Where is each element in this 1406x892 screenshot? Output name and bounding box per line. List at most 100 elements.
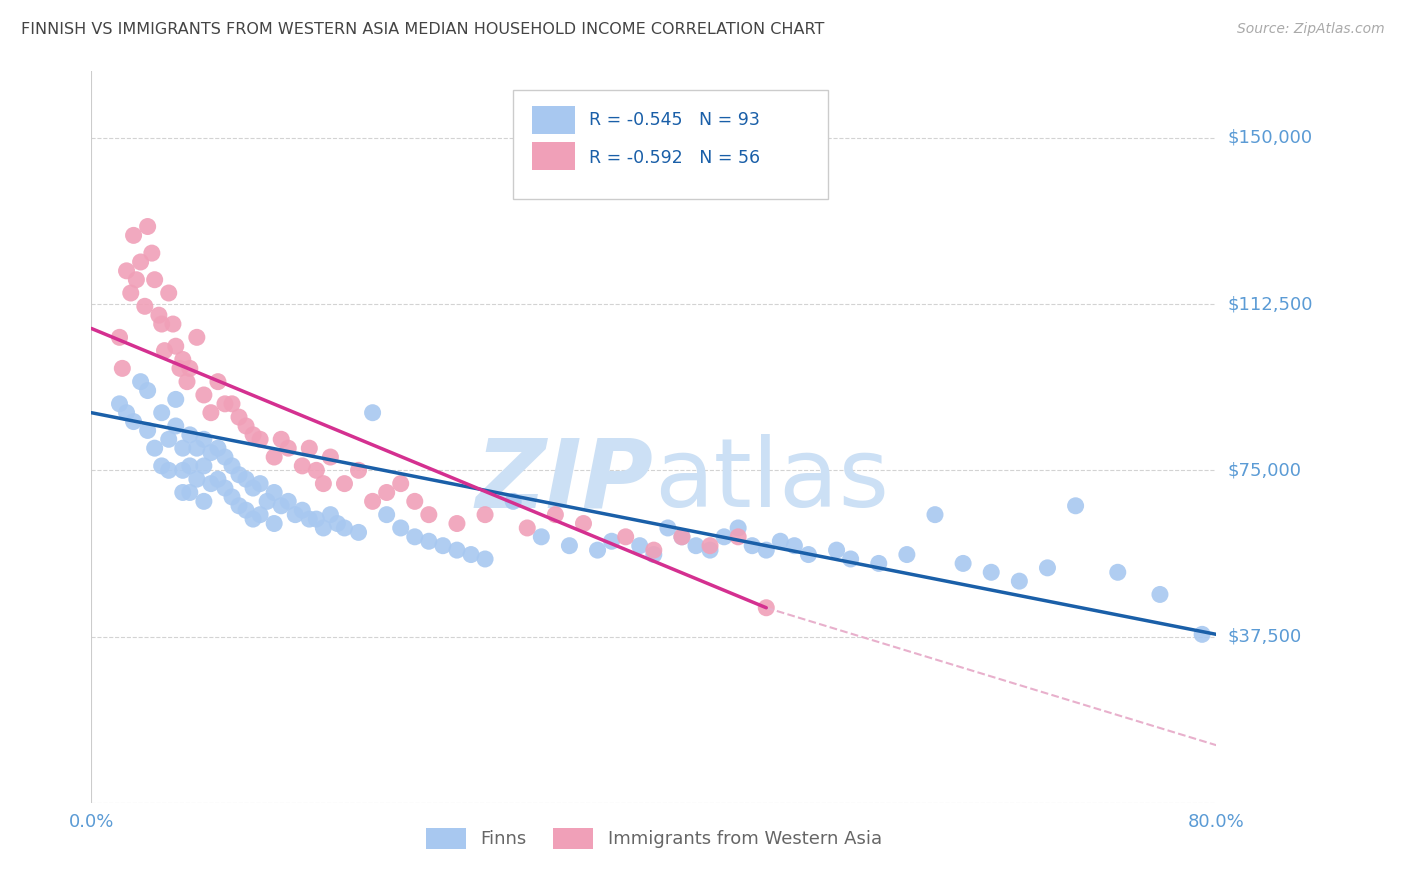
Point [256,494,278,508]
Point [326,516,349,531]
Text: $75,000: $75,000 [1227,461,1302,479]
Point [249,508,271,522]
Point [432,539,454,553]
Point [263,450,285,464]
Point [270,432,292,446]
Point [157,285,180,300]
Point [1008,574,1031,589]
Point [108,330,131,344]
Point [134,299,156,313]
Point [404,530,426,544]
Point [1107,566,1129,580]
Point [214,397,236,411]
Point [176,375,198,389]
Text: $112,500: $112,500 [1227,295,1313,313]
Point [207,441,229,455]
Point [214,450,236,464]
Text: $150,000: $150,000 [1227,128,1312,147]
Point [657,521,679,535]
Point [727,521,749,535]
Point [242,481,264,495]
Point [839,552,862,566]
Point [361,406,384,420]
Point [221,397,243,411]
Point [305,512,328,526]
Point [460,548,482,562]
Point [685,539,707,553]
Point [193,494,215,508]
Point [312,476,335,491]
Legend: Finns, Immigrants from Western Asia: Finns, Immigrants from Western Asia [419,821,889,856]
Point [150,317,173,331]
Point [291,458,314,473]
Point [186,330,208,344]
Point [150,406,173,420]
Point [643,543,665,558]
Point [980,566,1002,580]
Point [755,600,778,615]
Point [221,490,243,504]
Text: $37,500: $37,500 [1227,628,1302,646]
Point [474,552,496,566]
Point [179,428,201,442]
Text: ZIP: ZIP [475,434,654,527]
Point [235,503,257,517]
Text: FINNISH VS IMMIGRANTS FROM WESTERN ASIA MEDIAN HOUSEHOLD INCOME CORRELATION CHAR: FINNISH VS IMMIGRANTS FROM WESTERN ASIA … [21,22,824,37]
Point [671,530,693,544]
Point [120,285,142,300]
Point [1149,587,1171,601]
Point [446,543,468,558]
Point [200,476,222,491]
Point [446,516,468,531]
Point [136,384,159,398]
Point [157,432,180,446]
Point [153,343,176,358]
Point [228,499,250,513]
Point [952,557,974,571]
FancyBboxPatch shape [513,90,828,200]
Point [143,441,166,455]
Point [516,521,538,535]
Point [172,352,194,367]
Point [193,458,215,473]
Point [249,432,271,446]
Point [172,485,194,500]
Point [333,521,356,535]
Point [312,521,335,535]
Point [825,543,848,558]
Point [125,273,148,287]
Text: atlas: atlas [654,434,889,527]
Point [193,432,215,446]
Point [108,397,131,411]
Point [572,516,595,531]
Point [319,508,342,522]
Point [375,485,398,500]
Point [129,375,152,389]
Point [298,441,321,455]
Point [136,219,159,234]
Point [797,548,820,562]
Point [298,512,321,526]
Point [699,539,721,553]
Point [614,530,637,544]
Point [165,339,187,353]
Point [628,539,651,553]
Point [783,539,806,553]
Point [111,361,134,376]
Point [558,539,581,553]
Point [277,441,299,455]
FancyBboxPatch shape [533,106,575,134]
Point [347,525,370,540]
Point [418,534,440,549]
Point [586,543,609,558]
Point [361,494,384,508]
Point [713,530,735,544]
Point [228,410,250,425]
Point [319,450,342,464]
Point [186,472,208,486]
Point [207,472,229,486]
Point [200,445,222,459]
Point [600,534,623,549]
Point [143,273,166,287]
Point [172,441,194,455]
